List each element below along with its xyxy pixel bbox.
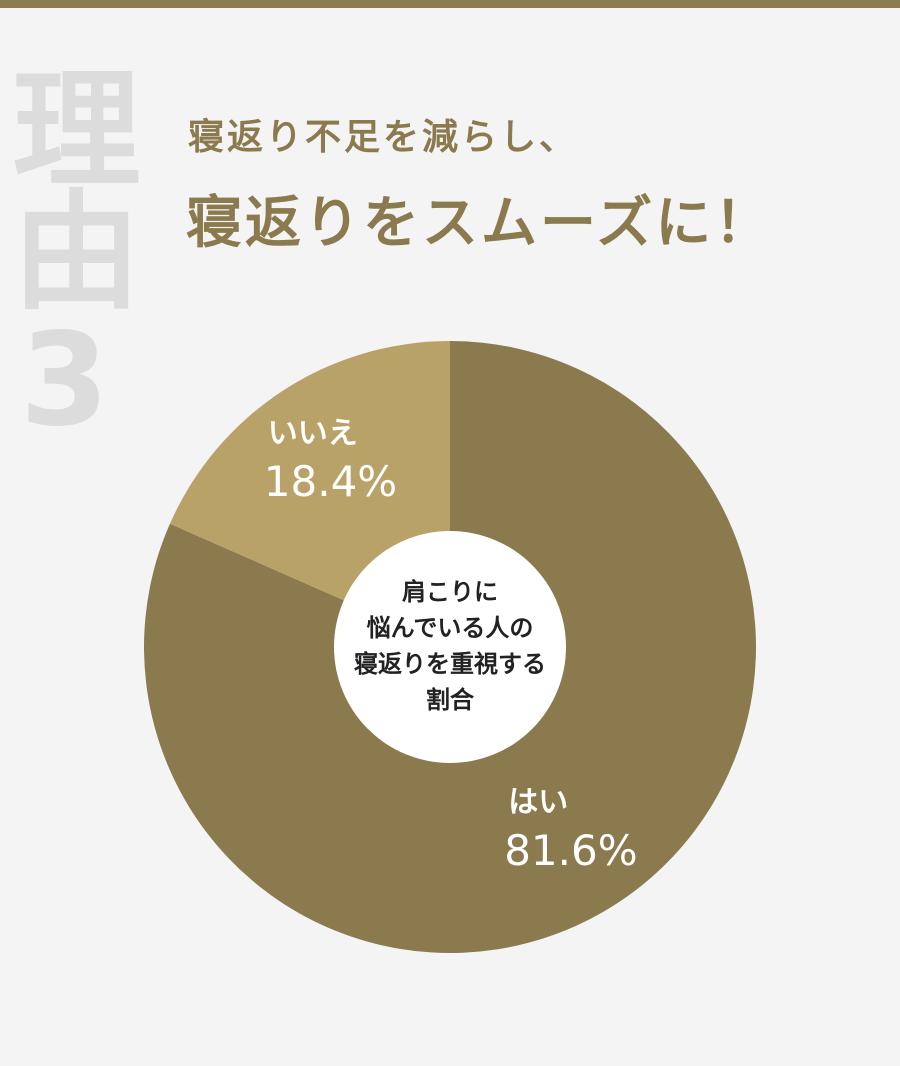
center-label: 肩こりに xyxy=(402,578,498,606)
center-label: 悩んでいる人の xyxy=(367,614,534,642)
chart-title: 寝返りをスムーズに！ xyxy=(186,191,774,256)
value-label: 18.4% xyxy=(264,457,397,506)
chart-subtitle: 寝返り不足を減らし、 xyxy=(188,117,579,158)
top-bar xyxy=(0,0,900,8)
slice-label: はい xyxy=(508,785,568,820)
center-label: 寝返りを重視する xyxy=(354,650,546,678)
donut-hole xyxy=(334,531,566,763)
slice-label: いいえ xyxy=(268,416,358,451)
center-label: 割合 xyxy=(426,686,475,714)
value-label: 81.6% xyxy=(504,826,637,875)
badge: 理由3 xyxy=(0,62,139,449)
